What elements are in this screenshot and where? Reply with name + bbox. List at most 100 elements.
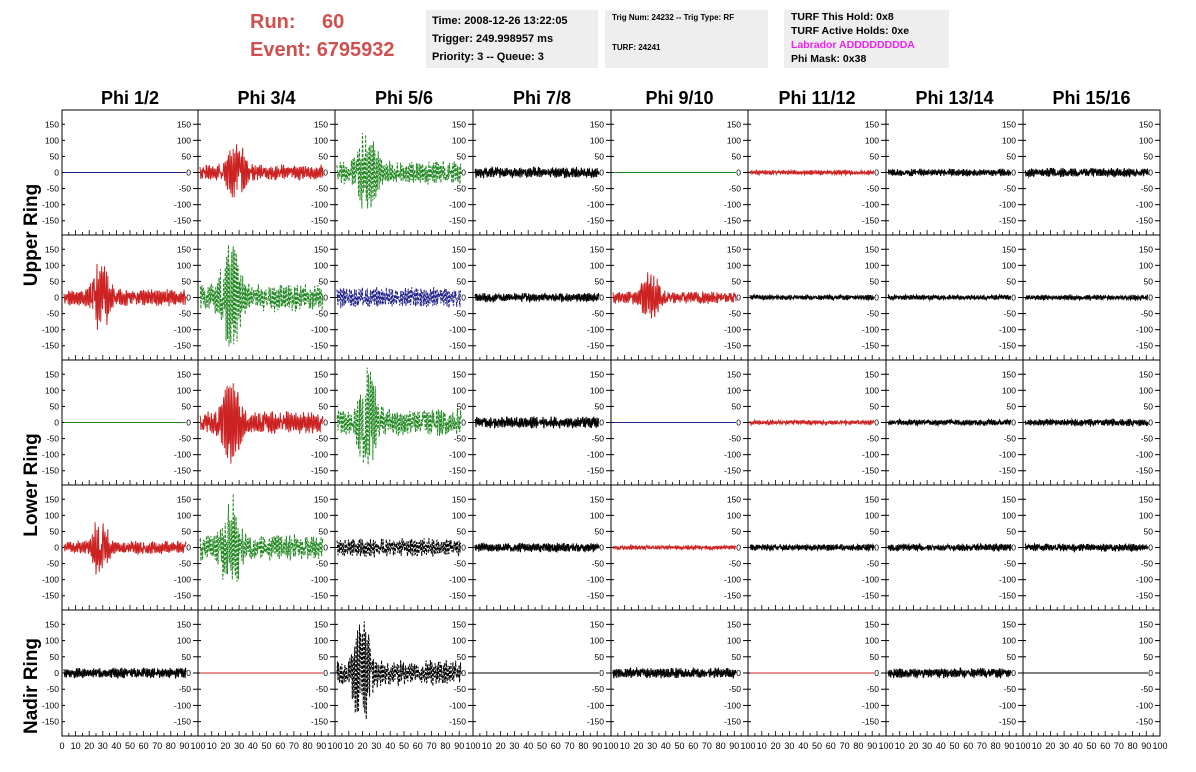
y-tick-label: 0: [54, 168, 59, 178]
x-tick-label: 80: [853, 741, 863, 751]
y-tick-label: -50: [729, 559, 742, 569]
x-tick-label: 100: [603, 741, 618, 751]
y-tick-label: 0: [186, 668, 191, 678]
x-tick-label: 60: [1100, 741, 1110, 751]
waveform-trace: [887, 542, 1012, 553]
x-tick-label: 70: [289, 741, 299, 751]
y-tick-label: -100: [1136, 700, 1153, 710]
x-tick-label: 70: [840, 741, 850, 751]
y-tick-label: 150: [314, 369, 328, 379]
y-tick-label: -100: [311, 200, 328, 210]
y-tick-label: -100: [999, 575, 1016, 585]
x-tick-label: 20: [220, 741, 230, 751]
y-tick-label: 0: [54, 293, 59, 303]
y-tick-label: 50: [595, 151, 605, 161]
y-tick-label: -50: [316, 684, 329, 694]
y-tick-label: 150: [1002, 369, 1016, 379]
y-tick-label: 0: [599, 543, 604, 553]
waveform-panel: 150 100 50 0 -50 -100 -150: [197, 484, 336, 611]
y-tick-label: -100: [174, 575, 191, 585]
y-tick-label: 150: [727, 369, 741, 379]
trigger-info-box: Trig Num: 24232 -- Trig Type: RF TURF: 2…: [605, 10, 768, 68]
y-tick-label: -150: [1136, 341, 1153, 351]
waveform-panel: 150 100 50 0 -50 -100 -150: [747, 609, 887, 737]
waveform-panel: 150 100 50 0 -50 -100 -150: [1022, 234, 1161, 361]
waveform-trace: [749, 168, 875, 177]
y-tick-label: 50: [595, 276, 605, 286]
y-tick-label: 150: [452, 619, 466, 629]
labrador-text: Labrador ADDDDDDDDA: [791, 39, 915, 51]
y-tick-label: 50: [457, 276, 467, 286]
y-tick-label: -100: [999, 450, 1016, 460]
y-tick-label: -50: [867, 309, 880, 319]
y-tick-label: -100: [862, 700, 879, 710]
y-tick-label: 0: [323, 293, 328, 303]
y-tick-label: 50: [1144, 652, 1154, 662]
y-tick-label: 50: [1007, 526, 1017, 536]
x-tick-label: 10: [1032, 741, 1042, 751]
y-tick-label: 0: [1148, 293, 1153, 303]
y-tick-label: -100: [449, 325, 466, 335]
y-tick-label: 150: [865, 369, 879, 379]
y-tick-label: -100: [174, 325, 191, 335]
x-tick-label: 10: [620, 741, 630, 751]
y-tick-label: 0: [874, 293, 879, 303]
y-tick-label: -150: [174, 717, 191, 727]
y-tick-label: -100: [42, 700, 59, 710]
y-tick-label: -100: [311, 575, 328, 585]
y-tick-label: 0: [1011, 543, 1016, 553]
y-tick-label: -150: [724, 717, 741, 727]
y-tick-label: 150: [452, 119, 466, 129]
y-tick-label: 50: [1144, 401, 1154, 411]
y-tick-label: 100: [727, 510, 741, 520]
x-tick-label: 30: [98, 741, 108, 751]
y-tick-label: -50: [454, 184, 467, 194]
y-tick-label: -150: [449, 466, 466, 476]
x-tick-label: 90: [1141, 741, 1151, 751]
y-tick-label: -150: [42, 591, 59, 601]
y-tick-label: 0: [736, 168, 741, 178]
waveform-trace: [749, 293, 875, 302]
y-tick-label: 0: [186, 418, 191, 428]
y-tick-label: 50: [50, 652, 60, 662]
y-tick-label: 0: [736, 668, 741, 678]
y-tick-label: 0: [874, 418, 879, 428]
waveform-trace: [749, 542, 875, 553]
x-tick-label: 50: [949, 741, 959, 751]
waveform-panel: 150 100 50 0 -50 -100 -150: [334, 109, 474, 236]
column-header: Phi 13/14: [915, 88, 993, 108]
waveform-trace: [1024, 167, 1149, 179]
y-tick-label: 50: [50, 526, 60, 536]
y-tick-label: 0: [599, 293, 604, 303]
y-tick-label: 50: [732, 151, 742, 161]
x-tick-label: 80: [991, 741, 1001, 751]
waveform-trace: [612, 272, 737, 319]
y-tick-label: 100: [865, 135, 879, 145]
y-tick-label: 0: [599, 168, 604, 178]
x-tick-label: 0: [59, 741, 64, 751]
y-tick-label: 100: [177, 510, 191, 520]
y-tick-label: 50: [1144, 526, 1154, 536]
y-tick-label: 150: [45, 244, 59, 254]
y-tick-label: 100: [45, 135, 59, 145]
run-value: 60: [322, 11, 345, 33]
column-header: Phi 7/8: [513, 88, 571, 108]
y-tick-label: -150: [724, 216, 741, 226]
y-tick-label: -50: [867, 684, 880, 694]
y-tick-label: 100: [590, 260, 604, 270]
x-tick-label: 70: [977, 741, 987, 751]
y-tick-label: -100: [587, 700, 604, 710]
y-tick-label: 100: [1002, 135, 1016, 145]
event-label: Event:: [250, 39, 312, 61]
y-tick-label: -100: [1136, 575, 1153, 585]
y-tick-label: 50: [182, 276, 192, 286]
y-tick-label: -150: [724, 591, 741, 601]
x-tick-label: 80: [1128, 741, 1138, 751]
waveform-panel: 150 100 50 0 -50 -100 -150: [197, 359, 336, 486]
y-tick-label: 0: [461, 543, 466, 553]
y-tick-label: 0: [461, 168, 466, 178]
waveform-trace: [63, 667, 187, 679]
y-tick-label: 50: [319, 401, 329, 411]
y-tick-label: 100: [590, 135, 604, 145]
waveform-panel: 150 100 50 0 -50 -100 -150: [885, 359, 1024, 486]
